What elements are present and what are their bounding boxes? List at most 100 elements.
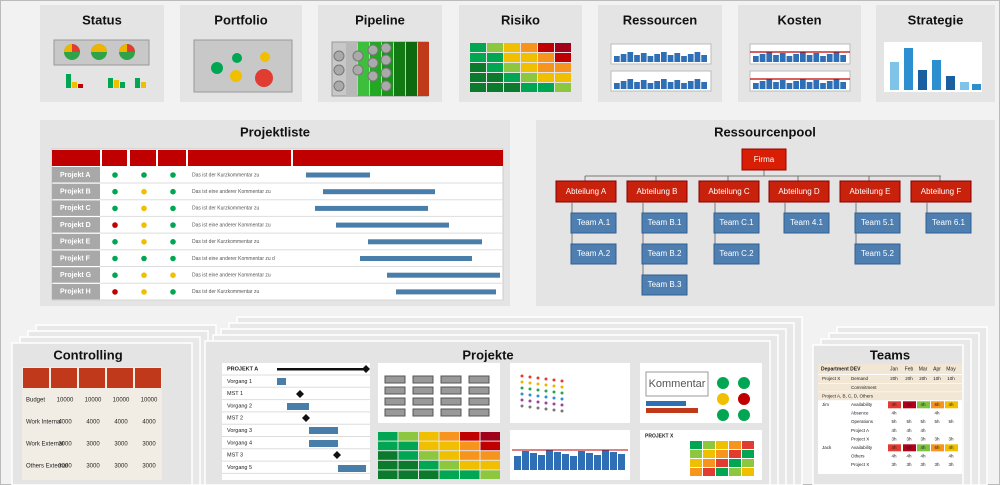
- team: [641, 274, 688, 296]
- header-cell: [23, 368, 49, 388]
- heat-cell: [729, 468, 741, 476]
- heat-cell: [917, 401, 930, 409]
- pie-slice: [64, 44, 72, 52]
- tile-title: Kosten: [777, 12, 821, 27]
- team-label: Team B.3: [648, 280, 682, 289]
- mini-bar: [627, 52, 634, 62]
- panel-title: Projektliste: [240, 124, 310, 139]
- dot: [520, 404, 524, 408]
- mini-bar: [793, 81, 799, 89]
- heat-cell: [378, 460, 398, 470]
- mini-bar: [614, 56, 620, 62]
- heat-cell: [398, 470, 418, 479]
- team-cell: 3h: [948, 462, 954, 467]
- heat-cell: [398, 460, 418, 470]
- project-name: Projekt C: [60, 205, 91, 212]
- heat-cell: [504, 83, 520, 92]
- dot: [552, 384, 556, 388]
- mini-bar: [932, 60, 941, 90]
- heat-cell: [460, 470, 480, 479]
- flow-box: [468, 408, 490, 417]
- mini-bar: [108, 78, 113, 88]
- mini-bar: [753, 56, 759, 62]
- mini-bar: [918, 70, 927, 90]
- mini-bar: [766, 79, 773, 89]
- team-cell: 3h: [920, 436, 926, 441]
- team-cell: 3h: [934, 462, 940, 467]
- team-label: Team 5.2: [861, 249, 894, 258]
- project-name: Projekt D: [60, 222, 91, 229]
- cell: 10000: [113, 398, 130, 404]
- gantt-bar: [338, 465, 366, 472]
- band: [818, 392, 962, 401]
- team-cell: 3h: [906, 462, 912, 467]
- mini-bar: [646, 401, 686, 406]
- mini-bar: [806, 55, 813, 62]
- mini-bar: [634, 55, 640, 62]
- mini-bar: [701, 82, 707, 89]
- gantt-bar: [387, 272, 500, 278]
- dot: [560, 385, 564, 389]
- cell: 10000: [141, 398, 158, 404]
- flow-box: [384, 386, 406, 395]
- dot: [560, 397, 564, 401]
- dot: [520, 380, 524, 384]
- team-label: Team C.2: [719, 249, 754, 258]
- status-dot: [738, 393, 750, 405]
- heat-cell: [903, 444, 916, 452]
- dot: [552, 396, 556, 400]
- project-name: Projekt B: [60, 189, 91, 196]
- heat-cell: [419, 441, 439, 451]
- status-dot: [112, 205, 118, 212]
- team-label: Team A.2: [577, 249, 611, 258]
- pipe-col: [406, 42, 417, 96]
- team-label: Team 6.1: [932, 218, 965, 227]
- heat-cell: [487, 63, 503, 72]
- team-label: Team 4.1: [790, 218, 823, 227]
- team: [570, 243, 617, 265]
- gantt-label: MST 2: [227, 416, 243, 422]
- tile-title: Ressourcen: [623, 12, 697, 27]
- gantt-label: MST 3: [227, 453, 243, 459]
- team-cell: 3h: [891, 436, 897, 441]
- row-name-cell: [52, 183, 100, 200]
- department: [839, 180, 901, 203]
- status-dot: [170, 272, 176, 279]
- team-cell: 5h: [906, 402, 912, 407]
- flow-box: [440, 386, 462, 395]
- cell: 3000: [58, 464, 72, 470]
- team-cell: 4h: [920, 402, 926, 407]
- team: [854, 212, 901, 234]
- heat-cell: [716, 468, 728, 476]
- heat-cell: [729, 459, 741, 467]
- status-dot: [717, 409, 729, 421]
- gantt-label: Vorgang 3: [227, 428, 252, 434]
- panel-title: Ressourcenpool: [714, 124, 816, 139]
- status-dot: [112, 188, 118, 195]
- flow-box: [412, 375, 434, 384]
- mini-bar: [554, 452, 561, 470]
- team-row-label: Absence: [851, 411, 869, 416]
- heat-cell: [538, 63, 554, 72]
- heat-cell: [460, 460, 480, 470]
- heat-cell: [690, 450, 702, 458]
- gantt-bar: [323, 189, 435, 195]
- heat-cell: [470, 83, 486, 92]
- header-cell: [79, 368, 105, 388]
- heat-cell: [378, 451, 398, 460]
- header-cell: [293, 150, 503, 166]
- heat-cell: [690, 468, 702, 476]
- heat-cell: [931, 444, 944, 452]
- team-label: Team B.2: [648, 249, 682, 258]
- team-cell: 5h: [920, 419, 926, 424]
- heat-cell: [716, 441, 728, 449]
- status-dot: [170, 205, 176, 212]
- heat-cell: [378, 470, 398, 479]
- flow-box: [412, 386, 434, 395]
- comment: Das ist der Kurzkommentar zu: [192, 206, 259, 212]
- bubble: [230, 70, 242, 82]
- heat-cell: [487, 43, 503, 52]
- pipe-item: [380, 42, 392, 54]
- comment: Das ist der Kurzkommentar zu: [192, 239, 259, 245]
